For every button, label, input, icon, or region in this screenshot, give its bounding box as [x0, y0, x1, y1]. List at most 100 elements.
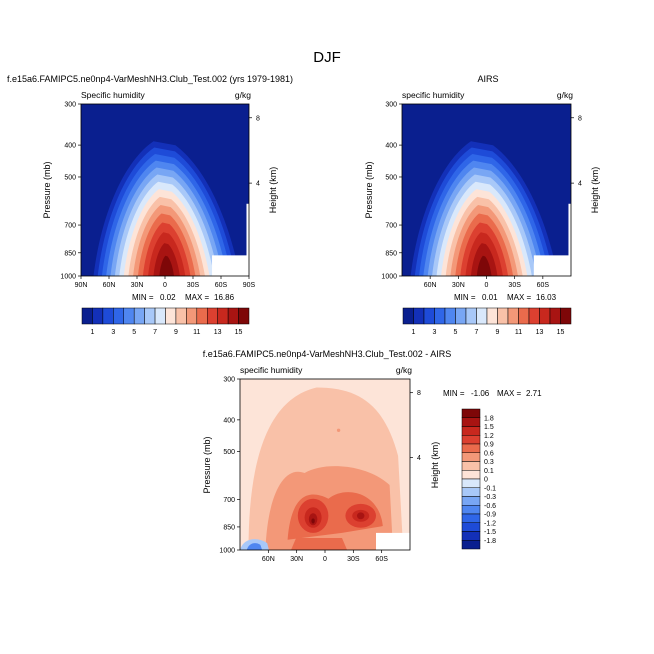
y-tick-label: 700 [385, 223, 397, 230]
colorbar-label: 0.9 [484, 442, 494, 449]
colorbar-label: 7 [153, 329, 157, 336]
colorbar-label: -1.5 [484, 529, 496, 536]
x-tick-label: 60S [537, 282, 550, 289]
colorbar-label: 1.5 [484, 424, 494, 431]
colorbar-swatch [461, 513, 481, 523]
panel-obs-axes: 300 400 500 700 850 1000 8 4 60N 30N 0 30S 60S [381, 102, 582, 290]
colorbar-swatch [461, 522, 481, 532]
colorbar-swatch [507, 307, 519, 325]
colorbar-label: 0 [484, 477, 488, 484]
colorbar-swatch [81, 307, 93, 325]
x-tick-label: 30S [347, 556, 360, 563]
colorbar-swatch [461, 478, 481, 488]
x-tick-label: 30S [508, 282, 521, 289]
colorbar-swatch [461, 540, 481, 550]
colorbar-label: 15 [235, 329, 243, 336]
y-tick-label: 850 [385, 250, 397, 257]
contour-band [356, 512, 365, 520]
panel-diff-min-label: MIN = [443, 389, 465, 398]
colorbar-label: 5 [454, 329, 458, 336]
panel-diff: f.e15a6.FAMIPC5.ne0np4-VarMeshNH3.Club_T… [202, 349, 542, 563]
colorbar-swatch [461, 531, 481, 541]
colorbar-swatch [461, 426, 481, 436]
x-tick-label: 0 [323, 556, 327, 563]
colorbar-swatch [217, 307, 229, 325]
panel-diff-min-value: -1.06 [471, 389, 490, 398]
x-tick-label: 0 [485, 282, 489, 289]
colorbar-swatch [461, 461, 481, 471]
contour-band [311, 518, 315, 524]
colorbar-label: 11 [193, 329, 200, 336]
colorbar-swatch [497, 307, 509, 325]
panel-obs: AIRS specific humidity g/kg Pressure (mb… [364, 74, 600, 336]
panel-model-left-label: Specific humidity [81, 90, 146, 100]
colorbar-label: 1 [90, 329, 94, 336]
panel-obs-min-label: MIN = [454, 293, 476, 302]
colorbar-label: 0.1 [484, 468, 494, 475]
missing-data-region [533, 255, 571, 276]
colorbar-label: 5 [132, 329, 136, 336]
panel-obs-min-value: 0.01 [482, 293, 498, 302]
x-tick-label: 30N [131, 282, 144, 289]
colorbar-swatch [539, 307, 551, 325]
panel-model-min-value: 0.02 [160, 293, 176, 302]
colorbar-swatch [165, 307, 177, 325]
colorbar-swatch [133, 307, 145, 325]
colorbar-label: 15 [557, 329, 565, 336]
colorbar-swatch [486, 307, 498, 325]
colorbar-swatch [123, 307, 135, 325]
colorbar-swatch [476, 307, 488, 325]
colorbar-swatch [413, 307, 425, 325]
y-tick-label: 1000 [219, 548, 235, 555]
colorbar-swatch [113, 307, 124, 325]
panel-diff-plot [240, 379, 410, 550]
panel-diff-y2-label: Height (km) [430, 442, 440, 489]
height-tick-label: 4 [578, 181, 582, 188]
panel-obs-left-label: specific humidity [402, 90, 465, 100]
colorbar-swatch [528, 307, 540, 325]
colorbar-label: 0.3 [484, 459, 494, 466]
height-tick-label: 4 [256, 181, 260, 188]
height-tick-label: 4 [417, 455, 421, 462]
x-tick-label: 90N [75, 282, 88, 289]
y-tick-label: 1000 [381, 274, 397, 281]
y-tick-label: 400 [385, 143, 397, 150]
y-tick-label: 500 [385, 174, 397, 181]
colorbar-diff: 1.81.51.20.90.60.30.10-0.1-0.3-0.6-0.9-1… [461, 408, 496, 550]
height-tick-label: 8 [256, 115, 260, 122]
panel-obs-max-label: MAX = [507, 293, 532, 302]
colorbar-swatch [465, 307, 477, 325]
page-title: DJF [313, 49, 341, 66]
colorbar-label: 1.2 [484, 433, 494, 440]
colorbar-label: -1.2 [484, 520, 496, 527]
height-tick-label: 8 [578, 115, 582, 122]
colorbar-swatch [461, 470, 481, 480]
colorbar-swatch [461, 417, 481, 427]
x-tick-label: 60N [262, 556, 275, 563]
y-tick-label: 850 [64, 250, 76, 257]
x-tick-label: 30N [452, 282, 465, 289]
x-tick-label: 30S [187, 282, 200, 289]
panel-diff-max-value: 2.71 [526, 389, 542, 398]
colorbar-model: 1 3 5 7 9 11 13 15 [81, 307, 250, 336]
contour-band [246, 543, 263, 550]
colorbar-swatch [196, 307, 208, 325]
panel-model-plot [81, 104, 249, 276]
y-tick-label: 400 [64, 143, 76, 150]
panel-diff-y-label: Pressure (mb) [202, 436, 212, 493]
panel-model-max-label: MAX = [185, 293, 210, 302]
colorbar-swatch [461, 452, 481, 462]
height-tick-label: 8 [417, 390, 421, 397]
colorbar-swatch [175, 307, 187, 325]
colorbar-swatch [518, 307, 530, 325]
colorbar-swatch [423, 307, 435, 325]
colorbar-label: 3 [111, 329, 115, 336]
x-tick-label: 60N [424, 282, 437, 289]
colorbar-label: 9 [496, 329, 500, 336]
panel-model-max-value: 16.86 [214, 293, 235, 302]
y-tick-label: 700 [223, 497, 235, 504]
panel-obs-y2-label: Height (km) [590, 167, 600, 214]
panel-obs-right-label: g/kg [557, 90, 573, 100]
colorbar-swatch [144, 307, 156, 325]
